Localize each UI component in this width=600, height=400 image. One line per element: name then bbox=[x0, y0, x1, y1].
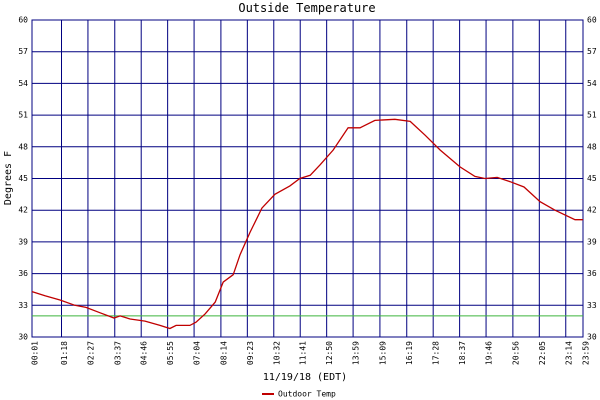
x-tick-label: 19:46 bbox=[485, 341, 494, 365]
y2-tick-label: 30 bbox=[587, 333, 597, 342]
y2-tick-label: 45 bbox=[587, 174, 597, 183]
x-tick-label: 03:37 bbox=[113, 341, 122, 365]
y-tick-label: 36 bbox=[18, 269, 28, 278]
y2-tick-label: 57 bbox=[587, 47, 597, 56]
x-tick-label: 18:37 bbox=[458, 341, 467, 365]
y2-tick-label: 54 bbox=[587, 79, 597, 88]
y-tick-label: 54 bbox=[18, 79, 28, 88]
y2-tick-label: 36 bbox=[587, 269, 597, 278]
x-tick-label: 22:05 bbox=[538, 341, 547, 365]
y2-tick-label: 39 bbox=[587, 237, 597, 246]
x-tick-label: 16:19 bbox=[405, 341, 414, 365]
y-tick-label: 57 bbox=[18, 47, 28, 56]
x-tick-label: 23:59 bbox=[582, 341, 591, 365]
x-tick-label: 20:56 bbox=[511, 341, 520, 365]
x-tick-label: 13:59 bbox=[352, 341, 361, 365]
y-tick-label: 33 bbox=[18, 301, 28, 310]
x-tick-label: 23:14 bbox=[564, 341, 573, 365]
y-tick-label: 51 bbox=[18, 111, 28, 120]
x-tick-label: 12:50 bbox=[325, 341, 334, 365]
x-tick-label: 02:27 bbox=[86, 341, 95, 365]
x-tick-label: 05:55 bbox=[166, 341, 175, 365]
y2-tick-label: 51 bbox=[587, 111, 597, 120]
x-tick-label: 15:09 bbox=[378, 341, 387, 365]
y-tick-label: 30 bbox=[18, 333, 28, 342]
x-tick-label: 01:18 bbox=[60, 341, 69, 365]
x-tick-label: 09:23 bbox=[246, 341, 255, 365]
y-axis-label: Degrees F bbox=[3, 151, 14, 205]
x-tick-label: 00:01 bbox=[31, 341, 40, 365]
y2-tick-label: 60 bbox=[587, 16, 597, 25]
data-line bbox=[31, 118, 583, 330]
x-axis-label: 11/19/18 (EDT) bbox=[263, 372, 347, 383]
x-tick-label: 11:41 bbox=[299, 341, 308, 365]
y-tick-label: 60 bbox=[18, 16, 28, 25]
x-tick-label: 07:04 bbox=[193, 341, 202, 365]
x-tick-label: 17:28 bbox=[432, 341, 441, 365]
legend-label: Outdoor Temp bbox=[278, 390, 336, 399]
x-tick-label: 04:46 bbox=[140, 341, 149, 365]
y2-tick-label: 33 bbox=[587, 301, 597, 310]
y2-tick-label: 42 bbox=[587, 206, 597, 215]
chart-title: Outside Temperature bbox=[238, 1, 375, 15]
x-tick-label: 08:14 bbox=[219, 341, 228, 365]
x-tick-label: 10:32 bbox=[272, 341, 281, 365]
y-tick-label: 39 bbox=[18, 237, 28, 246]
y-tick-label: 48 bbox=[18, 142, 28, 151]
y-tick-label: 45 bbox=[18, 174, 28, 183]
y-tick-label: 42 bbox=[18, 206, 28, 215]
y2-tick-label: 48 bbox=[587, 142, 597, 151]
